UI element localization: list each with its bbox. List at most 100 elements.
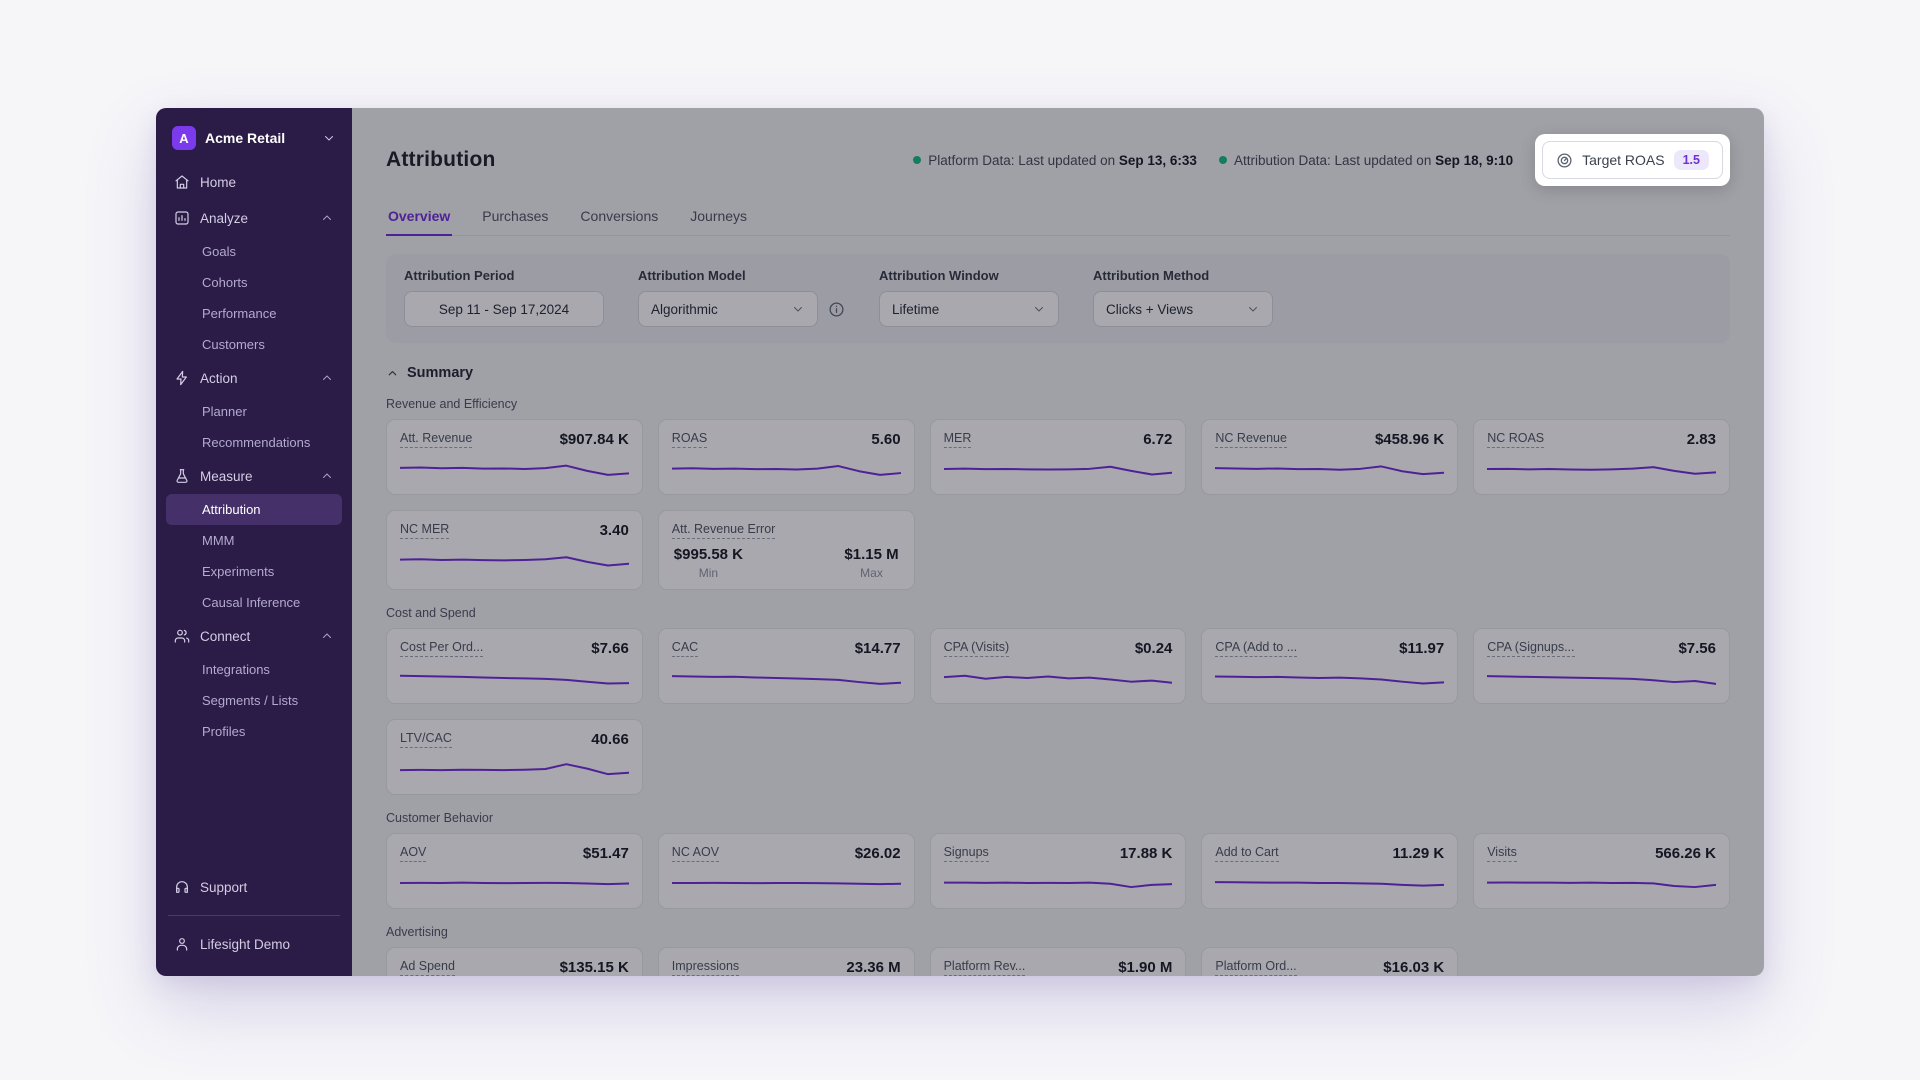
sidebar-item-support[interactable]: Support [166,869,342,905]
metric-card-cpa-signups[interactable]: CPA (Signups... $7.56 [1473,628,1730,704]
sidebar-item-home[interactable]: Home [166,164,342,200]
selected-value: Lifetime [892,301,940,317]
metric-card-nc-roas[interactable]: NC ROAS 2.83 [1473,419,1730,495]
sidebar-item-integrations[interactable]: Integrations [202,662,270,677]
data-freshness-statuses: Platform Data: Last updated on Sep 13, 6… [913,153,1513,168]
chevron-up-icon [320,629,334,643]
sidebar-item-label: Lifesight Demo [200,936,291,952]
sparkline-chart [1487,666,1716,690]
sidebar-item-segments-lists[interactable]: Segments / Lists [202,693,299,708]
metric-card-cpa-add-to[interactable]: CPA (Add to ... $11.97 [1201,628,1459,704]
metric-card-nc-revenue[interactable]: NC Revenue $458.96 K [1201,419,1459,495]
metric-card-cac[interactable]: CAC $14.77 [657,628,915,704]
metric-card-add-to-cart[interactable]: Add to Cart 11.29 K [1201,833,1459,909]
sparkline-chart [944,871,1173,895]
metric-card-att-revenue-error[interactable]: Att. Revenue Error $995.58 K Min $1.15 M Max [657,510,915,590]
metric-group-label: Cost and Spend [386,606,476,620]
zap-icon [174,370,190,386]
selected-value: Algorithmic [651,301,718,317]
chevron-down-icon [1246,302,1260,316]
metric-value: $26.02 [854,845,901,862]
tab-journeys[interactable]: Journeys [690,208,748,224]
status-text: Platform Data: Last updated on Sep 13, 6… [928,152,1197,168]
metric-min-value: $995.58 K [673,546,744,563]
tab-purchases[interactable]: Purchases [482,208,549,224]
metric-card-grid: AOV $51.47 NC AOV $26.02 Signups 17.88 K Add t… [386,833,1730,909]
metric-card-roas[interactable]: ROAS 5.60 [657,419,915,495]
sidebar-item-causal-inference[interactable]: Causal Inference [202,595,301,610]
data-status: Platform Data: Last updated on Sep 13, 6… [913,153,1197,168]
metric-label: LTV/CAC [400,731,452,748]
sidebar-item-customers[interactable]: Customers [202,337,265,352]
selected-value: Clicks + Views [1106,301,1194,317]
sidebar-item-mmm[interactable]: MMM [202,533,235,548]
attribution-method-select[interactable]: Clicks + Views [1093,291,1273,327]
sidebar-item-measure[interactable]: Measure [166,458,342,494]
metric-value: 6.72 [1143,431,1173,448]
attribution-model-select[interactable]: Algorithmic [638,291,818,327]
chevron-down-icon [322,131,336,145]
sparkline-chart [672,666,901,690]
metric-label: MER [943,431,972,448]
status-dot [1218,156,1227,164]
sidebar-item-attribution[interactable]: Attribution [166,494,342,525]
metric-card-nc-mer[interactable]: NC MER 3.40 [386,510,643,590]
sidebar-item-recommendations[interactable]: Recommendations [202,435,311,450]
sidebar-item-connect[interactable]: Connect [166,618,342,654]
tab-overview[interactable]: Overview [386,202,453,236]
data-status: Attribution Data: Last updated on Sep 18… [1218,153,1513,168]
metric-card-impressions[interactable]: Impressions 23.36 M [657,947,915,976]
metric-card-cost-per-ord[interactable]: Cost Per Ord... $7.66 [386,628,643,704]
tab-conversions[interactable]: Conversions [580,208,659,224]
sidebar-item-experiments[interactable]: Experiments [202,564,275,579]
analyze-icon [174,210,190,226]
metric-card-cpa-visits[interactable]: CPA (Visits) $0.24 [929,628,1187,704]
target-icon [1556,152,1573,169]
target-roas-button[interactable]: Target ROAS 1.5 [1542,141,1723,179]
info-icon[interactable] [828,301,845,318]
metric-card-aov[interactable]: AOV $51.47 [386,833,643,909]
sidebar-item-lifesight-demo[interactable]: Lifesight Demo [166,926,342,962]
flask-icon [174,468,190,484]
sidebar-item-action[interactable]: Action [166,360,342,396]
metric-card-signups[interactable]: Signups 17.88 K [929,833,1187,909]
sidebar-item-analyze[interactable]: Analyze [166,200,342,236]
metric-max-value: $1.15 M [844,546,899,563]
sidebar-item-planner[interactable]: Planner [202,404,247,419]
sparkline-chart [400,548,629,572]
metric-group-label: Advertising [386,925,448,939]
metric-card-visits[interactable]: Visits 566.26 K [1473,833,1730,909]
sparkline-chart [400,457,629,481]
attribution-window-select[interactable]: Lifetime [879,291,1059,327]
target-roas-value-badge: 1.5 [1673,150,1709,170]
chevron-up-icon [386,367,399,380]
attribution-period-button[interactable]: Sep 11 - Sep 17,2024 [404,291,604,327]
metric-card-grid: Ad Spend $135.15 K Impressions 23.36 M Platf… [386,947,1730,976]
metric-card-platform-ord[interactable]: Platform Ord... $16.03 K [1201,947,1459,976]
sparkline-chart [672,457,901,481]
metric-card-att-revenue[interactable]: Att. Revenue $907.84 K [386,419,643,495]
sidebar-divider [168,915,340,916]
metric-card-platform-rev[interactable]: Platform Rev... $1.90 M [929,947,1187,976]
metric-card-nc-aov[interactable]: NC AOV $26.02 [657,833,915,909]
sidebar-item-performance[interactable]: Performance [202,306,277,321]
sidebar: A Acme Retail Home Analyze Goals Cohorts Per… [156,108,352,976]
sidebar-item-profiles[interactable]: Profiles [202,724,246,739]
metric-card-ltv-cac[interactable]: LTV/CAC 40.66 [386,719,643,795]
sidebar-item-label: Support [200,879,248,895]
metric-value: 566.26 K [1655,845,1716,862]
filter-bar: Attribution Period Sep 11 - Sep 17,2024 At… [386,254,1730,343]
metric-group-label: Revenue and Efficiency [386,397,518,411]
target-roas-label: Target ROAS [1582,152,1665,168]
summary-section-header[interactable]: Summary [386,365,1730,381]
workspace-switcher[interactable]: A Acme Retail [166,118,342,164]
workspace-name: Acme Retail [205,130,286,146]
sparkline-chart [400,757,629,781]
metric-label: Ad Spend [400,959,455,976]
sidebar-item-cohorts[interactable]: Cohorts [202,275,248,290]
metric-card-mer[interactable]: MER 6.72 [929,419,1187,495]
metric-card-ad-spend[interactable]: Ad Spend $135.15 K [386,947,643,976]
metric-max-caption: Max [860,566,883,580]
sidebar-item-goals[interactable]: Goals [202,244,236,259]
